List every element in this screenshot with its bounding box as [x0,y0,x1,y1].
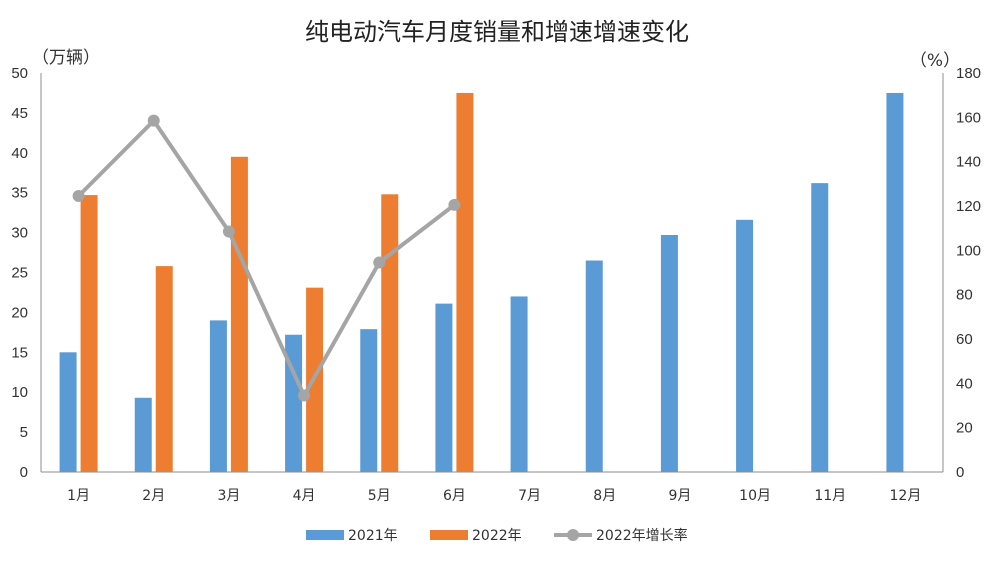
bar-2021 [660,234,678,472]
x-tick-label: 11月 [814,488,846,504]
x-tick-label: 4月 [293,488,316,504]
bar-2022 [456,92,474,472]
bar-2021 [510,296,528,472]
right-tick-label: 80 [956,287,973,304]
x-tick-label: 9月 [668,488,691,504]
bar-2021 [736,219,754,472]
right-axis-unit-label: （%） [910,51,960,71]
bar-2021 [134,397,152,472]
bar-2022 [381,194,399,472]
x-tick-label: 3月 [217,488,240,504]
legend-swatch-1 [430,530,468,540]
right-tick-label: 20 [956,420,973,437]
growth-rate-line [77,118,456,398]
left-axis-unit-label: （万辆） [32,48,100,68]
bar-2022 [230,156,248,473]
growth-rate-point [448,198,461,211]
right-tick-label: 180 [956,65,981,82]
x-tick-label: 10月 [739,488,771,504]
growth-rate-point [373,256,386,269]
left-tick-label: 40 [11,145,28,162]
growth-rate-point [222,225,235,238]
right-tick-label: 60 [956,331,973,348]
right-tick-label: 120 [956,198,981,215]
left-tick-label: 30 [11,225,28,242]
bar-2021 [886,92,904,472]
right-tick-label: 40 [956,375,973,392]
legend-swatch-0 [306,530,344,540]
bar-2022 [80,195,98,472]
legend: 2021年 2022年 2022年增长率 [306,527,688,544]
bar-2021 [285,334,303,472]
growth-rate-point [298,389,311,402]
growth-rate-point [147,114,160,127]
left-tick-label: 20 [11,304,28,321]
x-tick-label: 2月 [142,488,165,504]
bar-2022 [155,266,173,472]
left-tick-label: 35 [11,185,28,202]
x-tick-label: 1月 [67,488,90,504]
bar-2021 [811,183,829,472]
legend-label: 2022年 [472,528,522,544]
x-tick-label: 7月 [518,488,541,504]
x-tick-label: 5月 [368,488,391,504]
right-tick-label: 140 [956,154,981,171]
legend-label: 2022年增长率 [596,527,688,544]
left-tick-label: 25 [11,265,28,282]
left-tick-label: 15 [11,344,28,361]
left-tick-label: 10 [11,384,28,401]
right-tick-label: 0 [956,464,964,481]
left-tick-label: 45 [11,105,28,122]
growth-rate-point [72,190,85,203]
bar-2021 [59,352,77,472]
legend-label: 2021年 [348,528,398,544]
left-tick-label: 50 [11,65,28,82]
left-tick-label: 5 [20,424,28,441]
bar-2021 [435,303,453,472]
bar-2021 [209,320,227,472]
x-tick-label: 12月 [890,488,922,504]
x-tick-label: 6月 [443,488,466,504]
x-tick-label: 8月 [593,488,616,504]
bar-2021 [585,260,603,472]
chart-title: 纯电动汽车月度销量和增速增速变化 [305,18,689,46]
plot-area: 0 5 10 15 20 25 30 35 40 45 50 0 20 40 60 80 100 120 140 16… [11,65,981,504]
left-tick-label: 0 [20,464,28,481]
legend-swatch-marker [567,529,579,541]
bar-2021 [360,329,378,472]
right-tick-label: 160 [956,109,981,126]
right-tick-label: 100 [956,242,981,259]
